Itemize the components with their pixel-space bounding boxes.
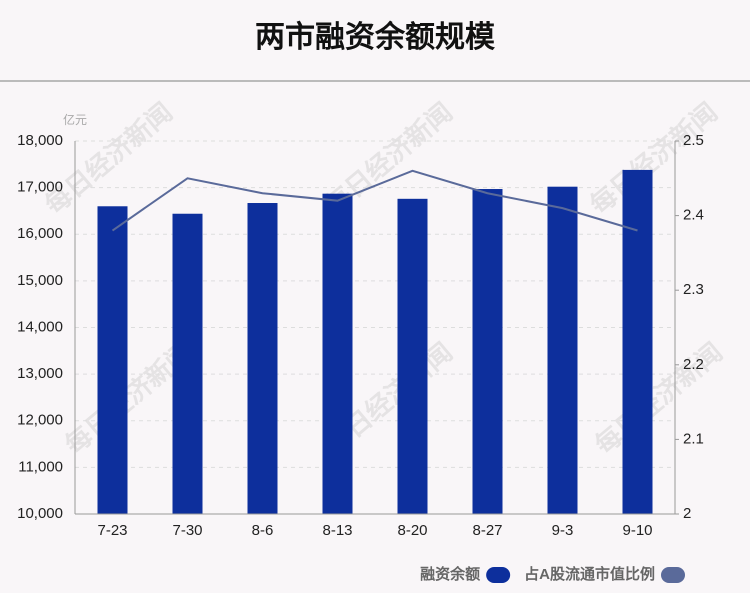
line (111, 169, 638, 232)
x-tick-label: 7-30 (172, 522, 202, 539)
legend-label: 融资余额 (420, 565, 480, 583)
y2-tick-label: 2.4 (683, 207, 704, 224)
legend-swatch (661, 567, 685, 583)
x-tick-label: 9-10 (622, 522, 652, 539)
bar (397, 198, 428, 514)
y-tick-label: 16,000 (17, 225, 63, 242)
bar (97, 206, 128, 514)
y-tick-label: 10,000 (17, 505, 63, 522)
y-tick-label: 15,000 (17, 272, 63, 289)
legend-swatch (486, 567, 511, 583)
y2-tick-label: 2.2 (683, 356, 704, 373)
y-tick-label: 17,000 (17, 179, 63, 196)
x-tick-label: 8-27 (472, 522, 502, 539)
x-tick-label: 8-13 (322, 522, 352, 539)
bar (172, 213, 203, 515)
y-tick-label: 18,000 (17, 132, 63, 149)
x-tick-label: 8-20 (397, 522, 427, 539)
y2-tick-label: 2.3 (683, 281, 704, 298)
y-tick-label: 12,000 (17, 412, 63, 429)
y-unit: 亿元 (63, 112, 87, 127)
y-tick-label: 13,000 (17, 365, 63, 382)
x-tick-label: 7-23 (97, 522, 127, 539)
x-tick-label: 9-3 (552, 522, 574, 539)
y2-tick-label: 2.5 (683, 132, 704, 149)
bar (472, 189, 503, 514)
y2-tick-label: 2.1 (683, 430, 704, 447)
chart-title: 两市融资余额规模 (255, 20, 495, 54)
bar (622, 169, 653, 514)
bar (247, 203, 278, 515)
bar (547, 186, 578, 514)
y-tick-label: 11,000 (18, 458, 63, 475)
legend-label: 占A股流通市值比例 (524, 565, 655, 583)
bar (322, 193, 353, 514)
y2-tick-label: 2 (683, 505, 691, 522)
x-tick-label: 8-6 (252, 522, 274, 539)
y-tick-label: 14,000 (17, 318, 63, 335)
